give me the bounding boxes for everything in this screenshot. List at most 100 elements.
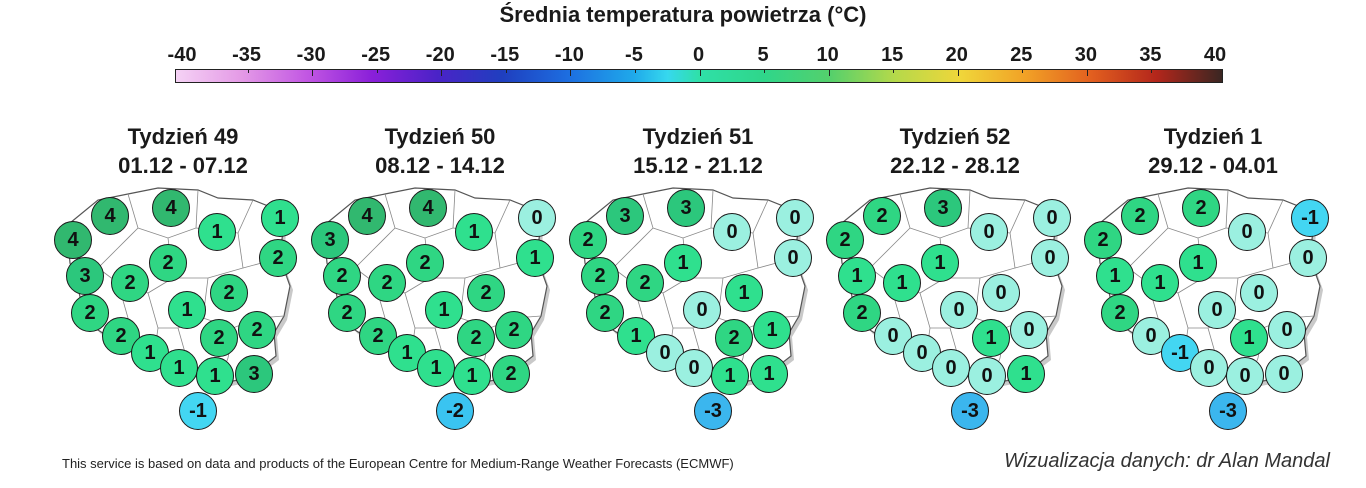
date-range: 01.12 - 07.12 — [118, 153, 248, 178]
temperature-bubble: 4 — [91, 197, 129, 235]
week-title: Tydzień 50 08.12 - 14.12 — [315, 122, 565, 180]
region-border — [652, 189, 714, 239]
temperature-bubble: 0 — [1228, 213, 1266, 251]
temperature-bubble: -1 — [179, 392, 217, 430]
temperature-bubble: 0 — [1240, 274, 1278, 312]
temperature-bubble: 0 — [518, 199, 556, 237]
temperature-bubble: 4 — [348, 197, 386, 235]
temperature-bubble: 2 — [238, 311, 276, 349]
temperature-bubble: 2 — [863, 197, 901, 235]
temperature-bubble: 1 — [921, 244, 959, 282]
temperature-bubble: 1 — [664, 244, 702, 282]
scale-tick-label: -40 — [167, 44, 197, 66]
temperature-bubble: 2 — [323, 257, 361, 295]
temperature-bubble: 1 — [198, 213, 236, 251]
week-title: Tydzień 52 22.12 - 28.12 — [830, 122, 1080, 180]
temperature-bubble: 2 — [71, 294, 109, 332]
scale-tick-label: -35 — [232, 44, 262, 66]
temperature-bubble: 2 — [328, 294, 366, 332]
week-map-panel: Tydzień 52 22.12 - 28.12 2 3 2 0 0 1 0 1 1 0 2 0 0 0 1 0 0… — [826, 118, 1080, 438]
scale-tick-label: 20 — [945, 44, 968, 66]
temperature-bubble: 1 — [838, 257, 876, 295]
scale-tick-label: 25 — [1010, 44, 1033, 66]
region-border — [430, 232, 501, 279]
temperature-bubble: 3 — [311, 221, 349, 259]
scale-tick-mark — [699, 70, 701, 76]
temperature-bubble: 3 — [606, 197, 644, 235]
week-label: Tydzień 51 — [642, 124, 754, 149]
visualization-credit: Wizualizacja danych: dr Alan Mandal — [1004, 450, 1330, 472]
temperature-bubble: 1 — [168, 291, 206, 329]
temperature-bubble: -3 — [951, 392, 989, 430]
temperature-bubble: 2 — [406, 244, 444, 282]
temperature-bubble: 1 — [1179, 244, 1217, 282]
scale-tick-mark — [1086, 70, 1088, 76]
temperature-bubble: 0 — [970, 213, 1008, 251]
map-title: Średnia temperatura powietrza (°C) — [499, 2, 867, 27]
temperature-bubble: 2 — [826, 221, 864, 259]
scale-tick-label: -25 — [361, 44, 391, 66]
week-title: Tydzień 51 15.12 - 21.12 — [573, 122, 823, 180]
temperature-bubble: 2 — [1084, 221, 1122, 259]
temperature-bubble: 1 — [417, 349, 455, 387]
week-label: Tydzień 1 — [1163, 124, 1263, 149]
scale-tick-mark — [312, 70, 314, 76]
week-map-panel: Tydzień 50 08.12 - 14.12 4 4 3 1 0 2 1 2 2 2 2 1 2 2 2 1 1… — [311, 118, 565, 438]
scale-tick-label: 5 — [757, 44, 769, 66]
temperature-bubble: 4 — [54, 221, 92, 259]
temperature-bubble: 1 — [196, 357, 234, 395]
temperature-bubble: 0 — [932, 349, 970, 387]
temperature-bubble: 0 — [940, 291, 978, 329]
scale-tick-mark — [505, 70, 507, 76]
temperature-bubble: 0 — [982, 274, 1020, 312]
week-title: Tydzień 49 01.12 - 07.12 — [58, 122, 308, 180]
temperature-bubble: 3 — [235, 355, 273, 393]
week-map-panel: Tydzień 1 29.12 - 04.01 2 2 2 0 -1 1 0 1 1 0 2 0 0 0 1 -1… — [1084, 118, 1338, 438]
temperature-bubble: 2 — [495, 311, 533, 349]
scale-tick-label: 30 — [1074, 44, 1097, 66]
temperature-bubble: 3 — [66, 257, 104, 295]
scale-tick-label: 35 — [1139, 44, 1162, 66]
temperature-bubble: 2 — [843, 294, 881, 332]
temperature-bubble: 1 — [750, 355, 788, 393]
temperature-bubble: 0 — [1226, 357, 1264, 395]
temperature-bubble: 0 — [1190, 349, 1228, 387]
date-range: 22.12 - 28.12 — [890, 153, 1020, 178]
temperature-bubble: 0 — [713, 213, 751, 251]
temperature-bubble: 0 — [774, 239, 812, 277]
temperature-bubble: 1 — [711, 357, 749, 395]
temperature-bubble: 1 — [261, 199, 299, 237]
region-border — [173, 232, 244, 279]
region-border — [137, 189, 199, 239]
temperature-bubble: 0 — [1265, 355, 1303, 393]
scale-tick-mark — [441, 70, 443, 76]
scale-tick-label: -20 — [425, 44, 455, 66]
temperature-bubble: 1 — [388, 334, 426, 372]
scale-tick-mark — [764, 70, 766, 76]
scale-tick-mark — [247, 70, 249, 76]
scale-tick-mark — [828, 70, 830, 76]
temperature-bubble: 0 — [1289, 239, 1327, 277]
scale-tick-label: 15 — [881, 44, 904, 66]
scale-tick-label: -10 — [554, 44, 584, 66]
week-label: Tydzień 50 — [384, 124, 496, 149]
week-label: Tydzień 49 — [127, 124, 239, 149]
temperature-bubble: 2 — [1101, 294, 1139, 332]
temperature-bubble: 0 — [1198, 291, 1236, 329]
temperature-bubble: 2 — [259, 239, 297, 277]
scale-tick-mark — [1151, 70, 1153, 76]
temperature-bubble: 0 — [1031, 239, 1069, 277]
temperature-bubble: 1 — [1230, 319, 1268, 357]
temperature-bubble: 2 — [1182, 189, 1220, 227]
temperature-bubble: 2 — [368, 264, 406, 302]
scale-tick-label: -30 — [296, 44, 326, 66]
temperature-bubble: 1 — [753, 311, 791, 349]
temperature-bubble: 0 — [683, 291, 721, 329]
region-border — [909, 189, 971, 239]
scale-tick-label: -5 — [625, 44, 643, 66]
scale-tick-mark — [376, 70, 378, 76]
temperature-bubble: 2 — [457, 319, 495, 357]
date-range: 29.12 - 04.01 — [1148, 153, 1278, 178]
temperature-bubble: 0 — [646, 334, 684, 372]
scale-tick-label: 40 — [1203, 44, 1227, 66]
